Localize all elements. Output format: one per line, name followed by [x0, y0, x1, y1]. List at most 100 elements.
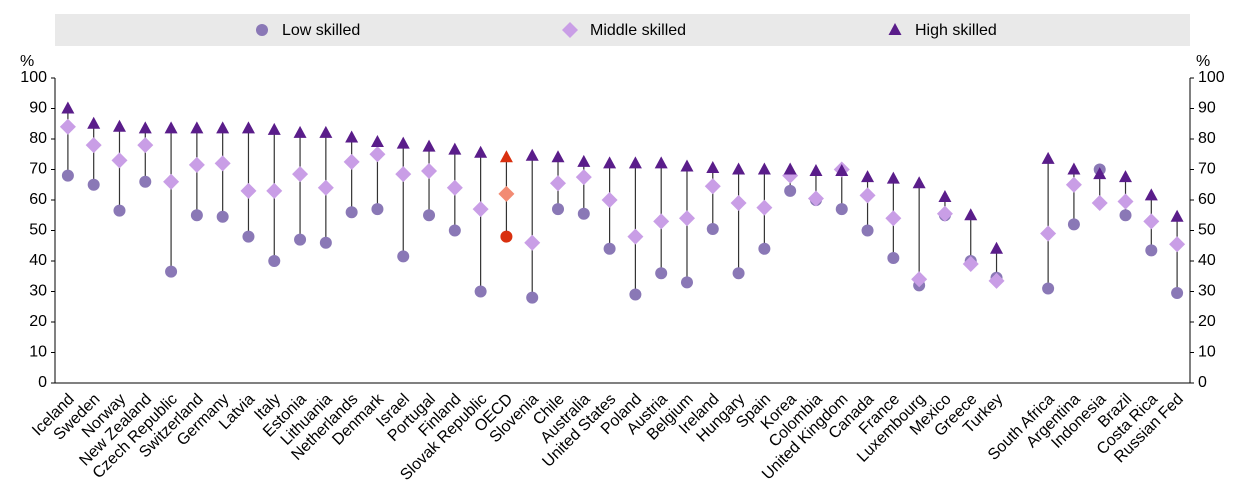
point — [139, 175, 152, 188]
point — [61, 101, 75, 114]
point — [1143, 213, 1160, 230]
point — [550, 175, 567, 192]
y2-tick-label: 100 — [1198, 69, 1225, 86]
point — [294, 233, 307, 246]
y2-unit: % — [1196, 53, 1210, 70]
point — [59, 118, 76, 135]
point — [911, 271, 928, 288]
point — [680, 159, 694, 172]
y2-tick-label: 70 — [1198, 161, 1216, 178]
point — [319, 236, 332, 249]
point — [241, 121, 255, 134]
y2-tick-label: 80 — [1198, 130, 1216, 147]
point — [886, 171, 900, 184]
point — [678, 210, 695, 227]
point — [988, 272, 1005, 289]
point — [293, 125, 307, 138]
y2-tick-label: 20 — [1198, 313, 1216, 330]
point — [1117, 193, 1134, 210]
point — [1119, 209, 1132, 222]
point — [112, 119, 126, 132]
point — [1091, 195, 1108, 212]
point — [835, 164, 849, 177]
point — [1169, 236, 1186, 253]
point — [61, 169, 74, 182]
point — [603, 156, 617, 169]
point — [345, 130, 359, 143]
point — [706, 160, 720, 173]
point — [706, 222, 719, 235]
y-tick-label: 0 — [38, 374, 47, 391]
y2-tick-label: 90 — [1198, 100, 1216, 117]
point — [111, 152, 128, 169]
point — [1042, 282, 1055, 295]
y2-tick-label: 10 — [1198, 344, 1216, 361]
point — [1170, 209, 1184, 222]
y-tick-label: 60 — [29, 191, 47, 208]
point — [85, 137, 102, 154]
point — [138, 121, 152, 134]
point — [680, 276, 693, 289]
point — [525, 148, 539, 161]
y2-tick-label: 0 — [1198, 374, 1207, 391]
legend-marker — [888, 23, 902, 35]
point — [577, 154, 591, 167]
point — [474, 285, 487, 298]
point — [962, 256, 979, 273]
point — [1067, 218, 1080, 231]
y-tick-label: 50 — [29, 222, 47, 239]
point — [369, 146, 386, 163]
point — [887, 251, 900, 264]
point — [164, 121, 178, 134]
point — [936, 205, 953, 222]
point — [1144, 188, 1158, 201]
point — [216, 210, 229, 223]
point — [240, 182, 257, 199]
legend-label: Middle skilled — [590, 22, 686, 39]
point — [319, 125, 333, 138]
point — [474, 145, 488, 158]
point — [397, 250, 410, 263]
point — [370, 135, 384, 148]
point — [500, 230, 513, 243]
point — [1041, 151, 1055, 164]
point — [1065, 176, 1082, 193]
point — [214, 155, 231, 172]
point — [292, 166, 309, 183]
point — [317, 179, 334, 196]
point — [654, 156, 668, 169]
y-tick-label: 90 — [29, 100, 47, 117]
point — [730, 195, 747, 212]
point — [266, 182, 283, 199]
point — [1040, 225, 1057, 242]
y2-tick-label: 60 — [1198, 191, 1216, 208]
point — [784, 184, 797, 197]
point — [653, 213, 670, 230]
point — [446, 179, 463, 196]
point — [990, 241, 1004, 254]
point — [423, 209, 436, 222]
point — [526, 291, 539, 304]
point — [448, 142, 462, 155]
point — [629, 288, 642, 301]
point — [422, 139, 436, 152]
point — [861, 224, 874, 237]
point — [87, 116, 101, 129]
point — [783, 162, 797, 175]
point — [499, 150, 513, 163]
point — [551, 150, 565, 163]
point — [395, 166, 412, 183]
point — [704, 178, 721, 195]
point — [268, 255, 281, 267]
y2-tick-label: 30 — [1198, 283, 1216, 300]
y2-tick-label: 40 — [1198, 252, 1216, 269]
point — [835, 203, 848, 216]
point — [396, 136, 410, 149]
point — [267, 122, 281, 135]
y-tick-label: 40 — [29, 252, 47, 269]
point — [1067, 162, 1081, 175]
point — [343, 153, 360, 170]
point — [859, 187, 876, 204]
point — [628, 156, 642, 169]
